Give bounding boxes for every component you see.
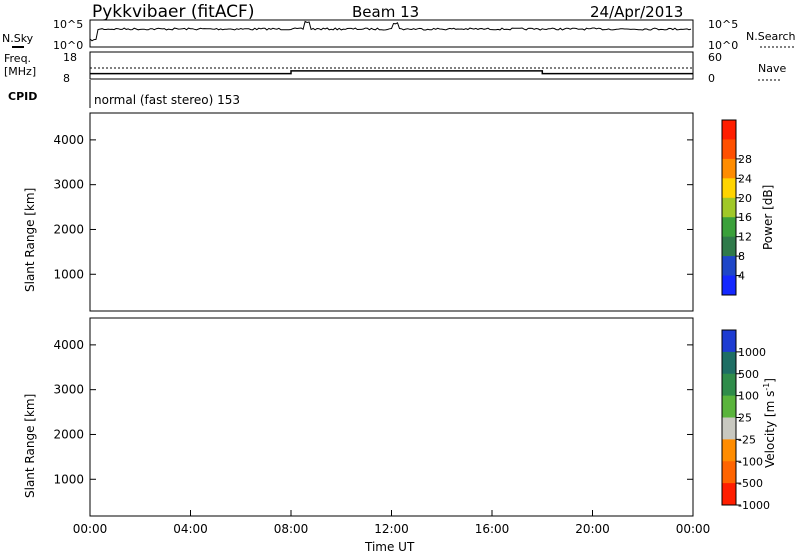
range-tick-label: 4000 xyxy=(53,133,84,147)
range-tick-label: 3000 xyxy=(53,178,84,192)
power-panel-frame xyxy=(89,112,694,312)
noise-right-label: N.Search xyxy=(746,30,796,43)
power-colorbar-label: Power [dB] xyxy=(761,185,775,250)
freq-left-label-2: [MHz] xyxy=(4,65,36,78)
time-tick-label: 12:00 xyxy=(374,522,409,536)
colorbar-swatch xyxy=(722,217,736,238)
freq-left-tick-top: 18 xyxy=(63,51,77,64)
velocity-y-ticks: 1000 2000 3000 4000 xyxy=(53,338,693,486)
colorbar-tick-label: 500 xyxy=(738,368,759,381)
colorbar-frame xyxy=(721,119,737,296)
colorbar-swatch xyxy=(722,351,736,375)
colorbar-tick-label: -25 xyxy=(738,433,756,446)
power-panel: Slant Range [km] 1000 2000 3000 4000 4 8 12 16… xyxy=(23,112,775,312)
time-tick-label: 00:00 xyxy=(676,522,711,536)
beam-title: Beam 13 xyxy=(352,3,419,21)
velocity-colorbar-label: Velocity [m s-1] xyxy=(762,378,777,468)
range-tick-label: 4000 xyxy=(53,338,84,352)
colorbar-swatch xyxy=(722,275,736,296)
colorbar-tick-label: 4 xyxy=(738,270,745,283)
colorbar-swatch xyxy=(722,417,736,440)
freq-left-label-1: Freq. xyxy=(4,52,31,65)
velocity-colorbar: 1000 500 100 25 -25 -100 -500 -1000 xyxy=(721,329,770,512)
freq-right-tick-bottom: 0 xyxy=(708,72,715,85)
range-tick-label: 2000 xyxy=(53,222,84,236)
cpid-text: normal (fast stereo) 153 xyxy=(94,93,240,107)
freq-right-tick-top: 60 xyxy=(708,51,722,64)
time-tick-label: 20:00 xyxy=(575,522,610,536)
freq-left-tick-bottom: 8 xyxy=(63,72,70,85)
colorbar-swatch xyxy=(722,139,736,160)
noise-right-tick-top: 10^5 xyxy=(708,18,738,31)
colorbar-tick-label: 25 xyxy=(738,412,752,425)
colorbar-tick-label: 12 xyxy=(738,231,752,244)
time-tick-label: 08:00 xyxy=(274,522,309,536)
colorbar-swatch xyxy=(722,158,736,179)
colorbar-tick-label: 20 xyxy=(738,192,752,205)
velocity-colorbar-label-main: Velocity [m s xyxy=(763,391,777,468)
colorbar-tick-label: 16 xyxy=(738,211,752,224)
freq-panel: Freq. [MHz] 18 8 60 0 Nave xyxy=(4,51,786,85)
velocity-panel: Slant Range [km] 1000 2000 3000 4000 1000 50… xyxy=(23,317,777,517)
power-colorbar: 4 8 12 16 20 24 28 xyxy=(721,119,752,296)
colorbar-tick-label: -500 xyxy=(738,477,763,490)
time-axis-ticks: 00:00 04:00 08:00 12:00 16:00 20:00 00:00 xyxy=(73,510,711,536)
cpid-label: CPID xyxy=(8,90,37,103)
colorbar-swatch xyxy=(722,461,736,484)
noise-panel-frame xyxy=(89,19,694,48)
power-panel-background xyxy=(90,113,693,311)
colorbar-tick-label: -1000 xyxy=(738,499,770,512)
colorbar-swatch xyxy=(722,256,736,277)
colorbar-tick-label: -100 xyxy=(738,455,763,468)
velocity-panel-background xyxy=(90,318,693,516)
colorbar-swatch xyxy=(722,120,736,140)
colorbar-swatch xyxy=(722,178,736,199)
velocity-colorbar-label-sup: -1 xyxy=(762,383,771,391)
noise-left-tick-bottom: 10^0 xyxy=(53,39,83,52)
power-y-ticks: 1000 2000 3000 4000 xyxy=(53,133,693,281)
noise-panel: N.Sky 10^5 10^0 10^5 10^0 N.Search xyxy=(2,18,796,52)
noise-sky-trace xyxy=(89,20,692,42)
velocity-y-label: Slant Range [km] xyxy=(23,394,37,498)
range-tick-label: 3000 xyxy=(53,383,84,397)
colorbar-swatch xyxy=(722,236,736,257)
range-tick-label: 2000 xyxy=(53,427,84,441)
colorbar-swatch xyxy=(722,483,736,506)
noise-right-tick-bottom: 10^0 xyxy=(708,39,738,52)
time-tick-label: 04:00 xyxy=(173,522,208,536)
velocity-colorbar-label-end: ] xyxy=(763,378,777,383)
station-title: Pykkvibaer (fitACF) xyxy=(92,2,254,22)
cpid-panel: CPID normal (fast stereo) 153 xyxy=(8,80,240,108)
colorbar-swatch xyxy=(722,395,736,418)
freq-trace xyxy=(90,70,693,75)
colorbar-tick-label: 100 xyxy=(738,390,759,403)
time-tick-label: 16:00 xyxy=(475,522,510,536)
date-title: 24/Apr/2013 xyxy=(590,3,683,21)
colorbar-swatch xyxy=(722,197,736,218)
freq-panel-frame xyxy=(89,51,694,80)
time-axis-label: Time UT xyxy=(364,540,415,554)
colorbar-swatch xyxy=(722,330,736,353)
colorbar-tick-label: 24 xyxy=(738,172,752,185)
noise-left-label: N.Sky xyxy=(2,32,34,45)
range-tick-label: 1000 xyxy=(53,267,84,281)
colorbar-swatch xyxy=(722,373,736,397)
range-tick-label: 1000 xyxy=(53,472,84,486)
colorbar-tick-label: 8 xyxy=(738,250,745,263)
power-y-label: Slant Range [km] xyxy=(23,188,37,292)
colorbar-swatch xyxy=(722,439,736,462)
noise-left-tick-top: 10^5 xyxy=(53,18,83,31)
colorbar-tick-label: 28 xyxy=(738,153,752,166)
freq-right-label: Nave xyxy=(758,62,786,75)
time-tick-label: 00:00 xyxy=(73,522,108,536)
colorbar-tick-label: 1000 xyxy=(738,346,766,359)
